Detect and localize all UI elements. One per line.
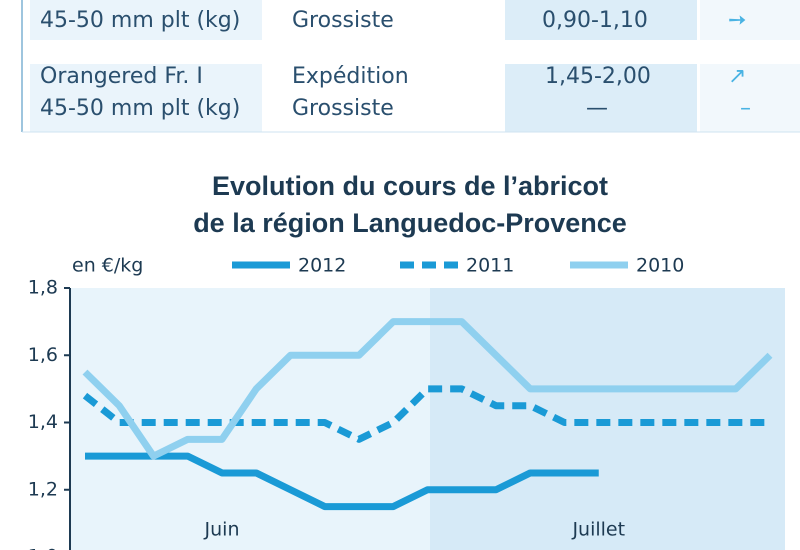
cell-bg	[700, 0, 800, 40]
y-tick-label: 1,2	[28, 478, 58, 500]
series-line	[82, 318, 773, 460]
cell-bg	[505, 64, 697, 132]
table-cell: Expédition	[292, 64, 409, 89]
trend-icon: ➙	[728, 8, 747, 33]
table-cell: Orangered Fr. I	[40, 64, 203, 89]
table-cell: 45-50 mm plt (kg)	[40, 8, 241, 33]
table-cell: 0,90-1,10	[542, 8, 648, 33]
trend-icon: ↗	[728, 64, 747, 89]
chart-title: Evolution du cours de l’abricot	[212, 171, 608, 201]
table-cell: Grossiste	[292, 8, 394, 33]
x-tick-label: Juillet	[571, 519, 625, 541]
table-cell: —	[586, 96, 608, 121]
table-cell: 45-50 mm plt (kg)	[40, 96, 241, 121]
y-tick-label: 1,8	[28, 277, 58, 299]
y-tick-label: 1,6	[28, 344, 58, 366]
series-line	[85, 452, 599, 511]
cell-bg	[700, 64, 800, 132]
cell-bg	[505, 0, 697, 40]
y-tick-label: 1,4	[28, 411, 58, 433]
chart-title: de la région Languedoc-Provence	[193, 208, 627, 238]
y-tick-label: 1,0	[28, 546, 58, 550]
legend-label: 2011	[466, 255, 514, 277]
table-cell: Grossiste	[292, 96, 394, 121]
cell-bg	[30, 0, 262, 40]
series-line	[82, 385, 770, 443]
legend-label: 2012	[298, 255, 346, 277]
legend-label: 2010	[636, 255, 684, 277]
table-cell: 1,45-2,00	[545, 64, 651, 89]
trend-icon: –	[740, 96, 751, 121]
y-axis-label: en €/kg	[72, 255, 143, 277]
cell-bg	[30, 64, 262, 132]
x-tick-label: Juin	[204, 519, 240, 541]
